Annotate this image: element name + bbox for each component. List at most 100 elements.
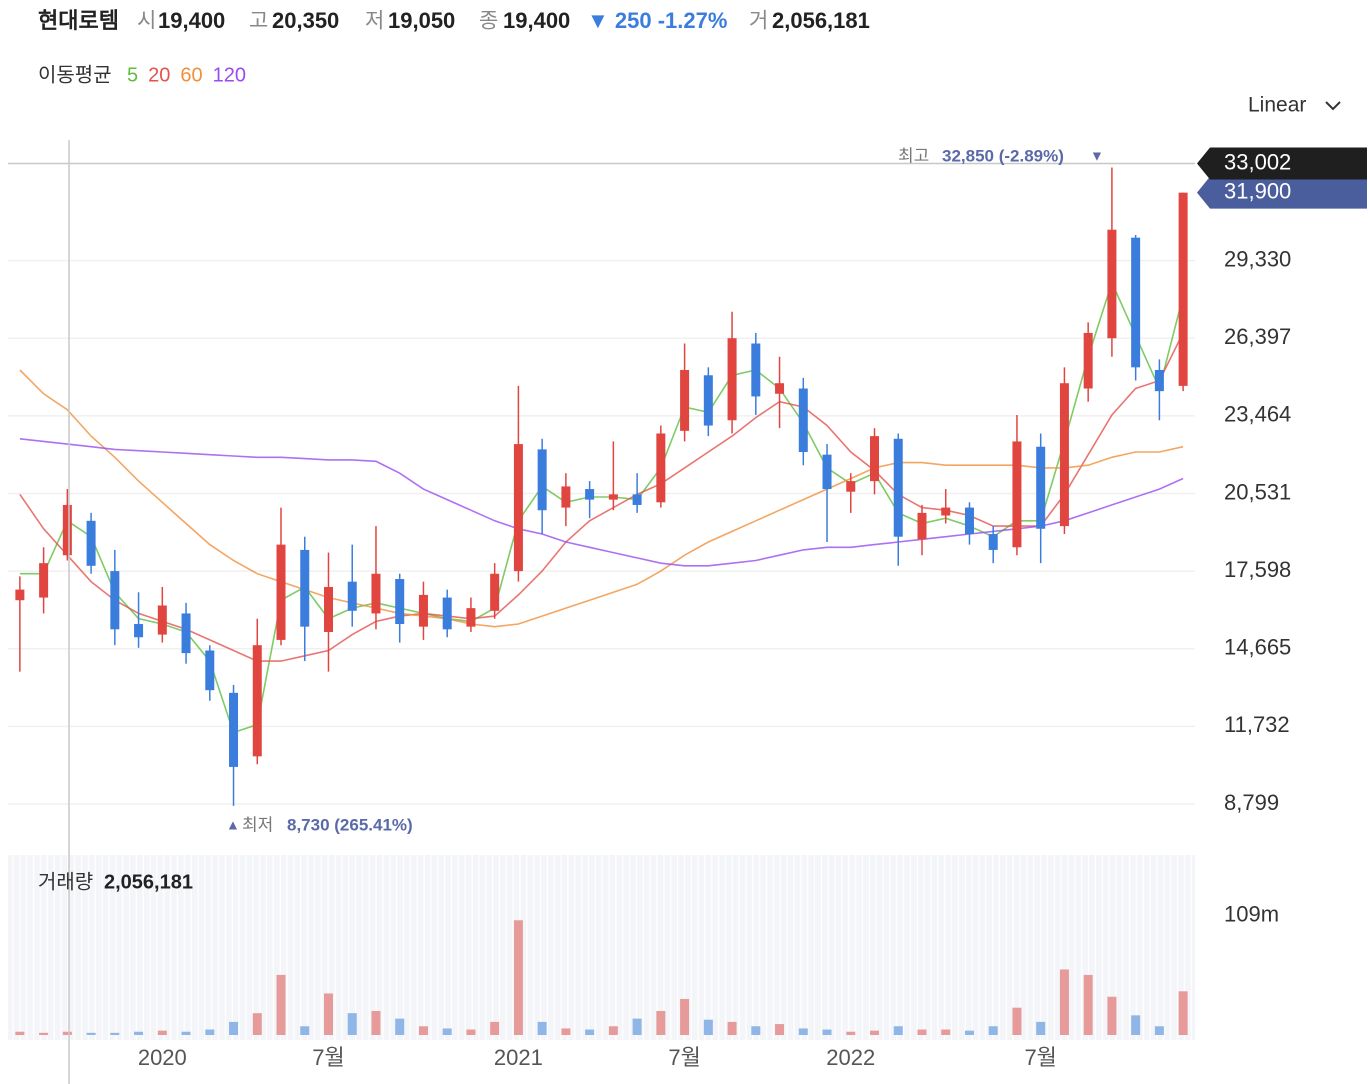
candle-body <box>466 608 476 627</box>
open-label: 시 <box>137 10 156 33</box>
candle-body <box>1154 369 1164 392</box>
high-label: 고 <box>249 10 268 33</box>
volume-label: 거 <box>749 10 768 33</box>
stock-name: 현대로템 <box>38 8 119 33</box>
dropdown-chevron[interactable] <box>1325 101 1341 111</box>
volume-bar <box>703 1019 713 1035</box>
candle-body <box>300 549 310 627</box>
candle-body <box>917 512 927 540</box>
candle-body <box>395 579 405 625</box>
volume-tick-label: 109m <box>1224 902 1279 927</box>
volume-bar <box>86 1032 96 1035</box>
volume-bar <box>917 1029 927 1035</box>
candle-body <box>110 571 120 630</box>
volume-bar <box>442 1028 452 1035</box>
candle-body <box>941 507 951 516</box>
x-tick-label: 2022 <box>826 1045 875 1070</box>
candle-body <box>347 581 357 611</box>
change: ▼ 250 -1.27% <box>587 8 727 33</box>
volume-bar <box>418 1026 428 1035</box>
volume-bar <box>1036 1021 1046 1035</box>
volume-bar <box>775 1024 785 1035</box>
volume-bar <box>1131 1015 1141 1035</box>
volume-bar <box>822 1029 832 1035</box>
volume-bar <box>371 1010 381 1035</box>
x-tick-label: 2021 <box>494 1045 543 1070</box>
scale-toggle[interactable]: Linear <box>1248 94 1306 117</box>
candle-body <box>276 544 286 640</box>
candle-body <box>822 454 832 490</box>
volume-bar <box>134 1031 144 1035</box>
y-tick-label: 20,531 <box>1224 479 1291 504</box>
candle-body <box>15 589 25 601</box>
ma-legend-item: 20 <box>148 64 170 86</box>
low-annotation-label: 최저 <box>242 815 273 834</box>
volume-pane <box>8 855 1195 1040</box>
candle-body <box>703 375 713 426</box>
volume-bar <box>632 1018 642 1035</box>
volume-bar <box>205 1029 215 1035</box>
volume-bar <box>1107 996 1117 1035</box>
volume-bar <box>157 1030 167 1035</box>
labels: 8,799 11,732 14,665 17,598 20,531 23,464 26,39… <box>138 147 1367 1070</box>
last-price-box <box>1197 176 1367 209</box>
volume-bar <box>727 1021 737 1035</box>
volume-bar <box>15 1031 25 1035</box>
candle-body <box>656 433 666 503</box>
candle-body <box>680 369 690 431</box>
candle-body <box>893 438 903 537</box>
high-annotation-label: 최고 <box>898 146 929 165</box>
volume-bar <box>1059 969 1069 1035</box>
candle-body <box>229 692 239 767</box>
candle-body <box>988 534 998 550</box>
volume-bar <box>1154 1026 1164 1035</box>
volume-bar <box>964 1030 974 1035</box>
volume-bars <box>15 920 1188 1035</box>
candle-body <box>513 444 523 572</box>
volume-bar <box>870 1030 880 1035</box>
y-tick-label: 17,598 <box>1224 557 1291 582</box>
candle-body <box>323 586 333 632</box>
volume-bar <box>490 1021 500 1035</box>
candle-body <box>157 605 167 635</box>
candle-body <box>1107 229 1117 339</box>
high-annotation-value: 32,850 (-2.89%) <box>942 146 1064 165</box>
volume-bar <box>62 1031 72 1035</box>
volume-bar <box>513 920 523 1035</box>
volume-bar <box>751 1026 761 1035</box>
crosshair-price-label: 33,002 <box>1224 149 1291 174</box>
y-tick-label: 11,732 <box>1224 712 1290 737</box>
volume-bar <box>276 974 286 1035</box>
candle-body <box>62 504 72 556</box>
x-tick-label: 2020 <box>138 1045 187 1070</box>
last-price-label: 31,900 <box>1224 178 1291 203</box>
y-tick-label: 29,330 <box>1224 246 1291 271</box>
volume-bar <box>229 1021 239 1035</box>
grid <box>8 162 1195 805</box>
x-tick-label: 7월 <box>1024 1045 1056 1070</box>
candle-body <box>1083 332 1093 389</box>
volume-bar <box>1083 974 1093 1035</box>
candle-body <box>608 494 618 500</box>
volume-bar <box>798 1028 808 1035</box>
candle-body <box>134 624 144 638</box>
volume-value: 2,056,181 <box>772 8 870 33</box>
volume-bar <box>846 1031 856 1035</box>
volume-bar <box>561 1028 571 1035</box>
candle-body <box>964 507 974 535</box>
volume-bar <box>680 998 690 1035</box>
candle-body <box>1131 237 1141 368</box>
candles <box>15 167 1188 806</box>
candle-body <box>751 343 761 397</box>
y-tick-label: 8,799 <box>1224 790 1279 815</box>
volume-title: 거래량 <box>38 870 93 893</box>
volume-bar <box>893 1026 903 1035</box>
candle-body <box>537 449 547 511</box>
volume-bar <box>656 1010 666 1035</box>
candle-body <box>727 338 737 421</box>
ma-legend-item: 5 <box>127 64 138 86</box>
ma-legend: 5 20 60 120 <box>127 64 246 86</box>
volume-bar <box>1178 991 1188 1035</box>
candle-body <box>870 436 880 482</box>
